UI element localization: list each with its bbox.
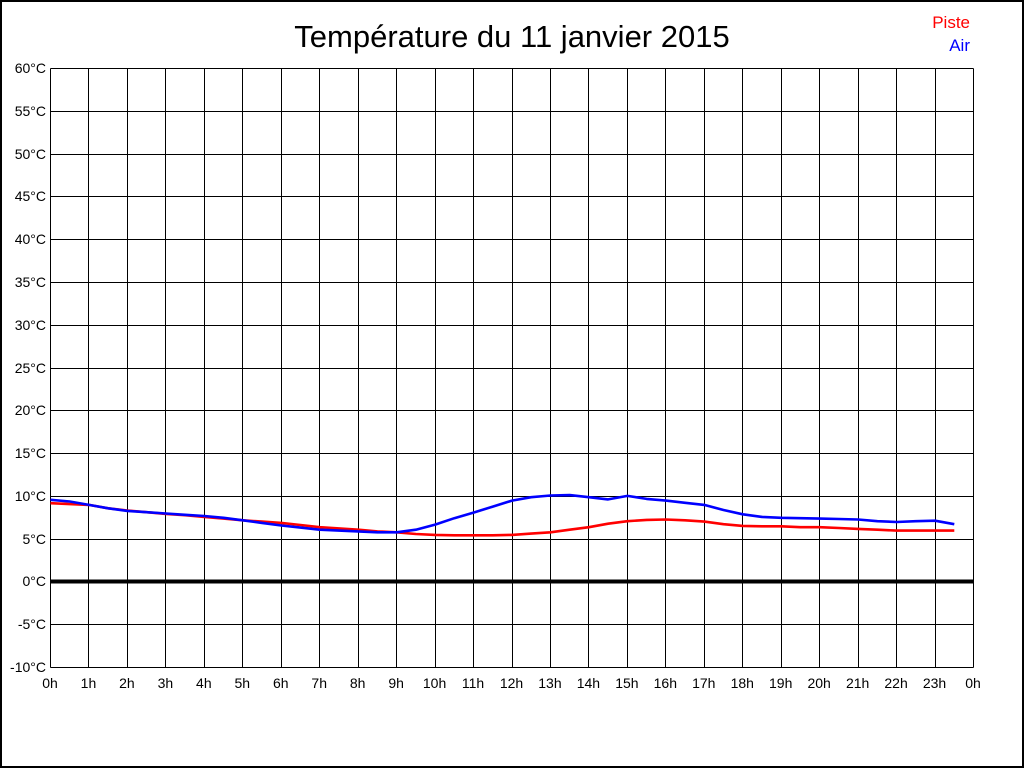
x-axis-tick-label: 0h [42, 675, 58, 691]
y-axis-tick-label: 40°C [14, 231, 46, 248]
y-axis-tick-label: 15°C [14, 445, 46, 462]
x-axis-tick-label: 9h [388, 675, 404, 691]
y-axis-tick-label: 45°C [14, 188, 46, 205]
x-axis-tick-label: 23h [922, 675, 947, 691]
y-axis-tick-label: 20°C [14, 402, 46, 419]
series-line-air [50, 493, 955, 534]
x-axis-tick-label: 18h [730, 675, 754, 691]
x-axis-tick-label: 14h [576, 675, 601, 691]
plot-svg [50, 68, 974, 668]
x-axis-tick-label: 13h [538, 675, 562, 691]
chart-title: Température du 11 janvier 2015 [294, 19, 730, 54]
x-axis-tick-label: 6h [272, 675, 289, 691]
x-axis-tick-label: 15h [615, 675, 639, 691]
legend-item-air: Air [932, 34, 970, 57]
y-axis-tick-label: -10°C [10, 659, 46, 675]
legend: Piste Air [932, 11, 970, 57]
y-axis-tick-label: 50°C [14, 145, 46, 162]
x-axis-tick-label: 2h [119, 675, 135, 691]
x-axis-tick-label: 11h [461, 675, 485, 691]
y-axis-tick-label: 5°C [22, 530, 47, 547]
x-axis-tick-label: 5h [234, 675, 251, 691]
y-axis-tick-label: 60°C [14, 60, 46, 76]
legend-label-air: Air [949, 36, 970, 55]
x-axis-tick-label: 22h [884, 675, 908, 691]
y-axis-tick-label: 55°C [14, 102, 46, 119]
legend-item-piste: Piste [932, 11, 970, 34]
x-axis-tick-label: 8h [349, 675, 366, 691]
x-axis-tick-label: 17h [692, 675, 716, 691]
x-axis-tick-label: 12h [499, 675, 524, 691]
y-axis-tick-label: 30°C [14, 316, 46, 333]
x-axis-tick-label: 19h [769, 675, 793, 691]
y-axis-tick-label: 0°C [22, 573, 47, 590]
x-axis-tick-label: 1h [80, 675, 97, 691]
y-axis-tick-label: 35°C [14, 273, 46, 290]
y-axis-tick-label: 10°C [14, 487, 46, 504]
x-axis-tick-label: 4h [196, 675, 212, 691]
y-axis-tick-label: -5°C [17, 616, 46, 633]
x-axis-tick-label: 0h [965, 675, 981, 691]
x-axis-tick-label: 20h [807, 675, 831, 691]
y-axis-tick-label: 25°C [14, 359, 46, 376]
x-axis-tick-label: 21h [845, 675, 870, 691]
x-axis-tick-label: 7h [311, 675, 327, 691]
legend-label-piste: Piste [932, 13, 970, 32]
x-axis-tick-label: 16h [653, 675, 677, 691]
x-axis-tick-label: 3h [157, 675, 174, 691]
x-axis-tick-label: 10h [422, 675, 447, 691]
